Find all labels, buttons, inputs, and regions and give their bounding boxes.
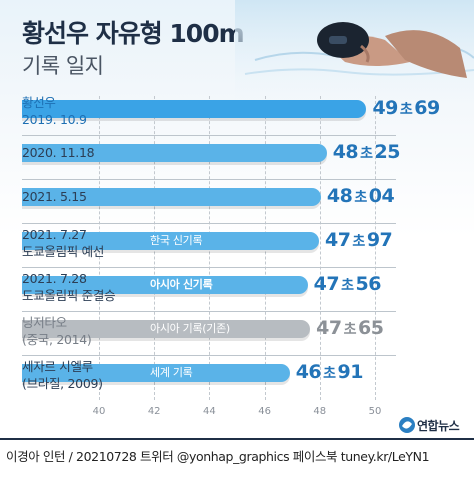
record-tag: 아시아 기록(기존) (150, 322, 230, 335)
value-hundredths: 04 (368, 185, 395, 207)
value-label: 47 초 56 (313, 273, 382, 295)
x-tick-label: 40 (92, 406, 106, 417)
row-label-line2: 2019. 10.9 (22, 112, 87, 127)
value-label: 48 초 04 (326, 185, 395, 207)
row-divider (22, 267, 396, 268)
value-hundredths: 25 (374, 141, 401, 163)
value-seconds: 48 (326, 185, 353, 207)
value-seconds: 47 (313, 273, 340, 295)
row-label-line2: 도쿄올림픽 준결승 (22, 288, 116, 303)
page-subtitle: 기록 일지 (22, 54, 104, 78)
value-unit: 초 (343, 322, 357, 338)
row-divider (22, 179, 396, 180)
bar-6 (22, 364, 290, 382)
row-label: 2021. 7.28 도쿄올림픽 준결승 (22, 270, 116, 304)
value-unit: 초 (323, 366, 336, 382)
value-label: 48 초 25 (332, 141, 401, 163)
row-label-line2: (브라질, 2009) (22, 376, 103, 391)
bar-4 (22, 276, 308, 294)
row-label-line2: (중국, 2014) (22, 332, 92, 347)
bar-2 (22, 188, 321, 206)
value-unit: 초 (341, 278, 354, 294)
record-tag: 세계 기록 (150, 366, 193, 379)
footer-divider (0, 438, 474, 440)
bar-0 (22, 100, 367, 118)
row-label-line1: 닝저타오 (22, 315, 67, 330)
value-unit: 초 (352, 234, 365, 250)
x-tick-label: 50 (368, 406, 382, 417)
bar-3 (22, 232, 319, 250)
row-divider (22, 223, 396, 224)
row-label-line1: 2021. 7.27 (22, 227, 87, 242)
bar-1 (22, 144, 327, 162)
row-label: 세자르 시엘루 (브라질, 2009) (22, 358, 103, 392)
value-seconds: 47 (324, 229, 351, 251)
row-divider (22, 355, 396, 356)
value-label: 47 초 65 (316, 317, 384, 339)
value-unit: 초 (399, 102, 413, 118)
record-tag: 한국 신기록 (150, 234, 203, 247)
row-divider (22, 135, 396, 136)
row-label-line1: 2021. 5.15 (22, 189, 87, 204)
row-divider (22, 311, 396, 312)
value-unit: 초 (360, 146, 373, 162)
row-label: 2020. 11.18 (22, 144, 95, 161)
value-hundredths: 91 (337, 361, 364, 383)
page-title: 황선우 자유형 100m (22, 19, 245, 48)
grid-line (375, 96, 376, 400)
value-label: 49 초 69 (372, 97, 440, 119)
x-tick-label: 42 (147, 406, 161, 417)
value-hundredths: 65 (357, 317, 384, 339)
row-label-line1: 2021. 7.28 (22, 271, 87, 286)
value-seconds: 47 (316, 317, 342, 339)
value-label: 47 초 97 (324, 229, 393, 251)
x-tick-label: 44 (203, 406, 216, 417)
x-tick-label: 46 (258, 406, 271, 417)
row-label: 닝저타오 (중국, 2014) (22, 314, 92, 348)
swimmer-illustration (235, 0, 474, 104)
logo-text: 연합뉴스 (417, 419, 460, 433)
value-hundredths: 69 (414, 97, 440, 119)
value-seconds: 48 (332, 141, 359, 163)
value-unit: 초 (354, 190, 367, 206)
row-label-line1: 2020. 11.18 (22, 145, 95, 160)
yonhap-logo-icon (399, 417, 415, 433)
grid-line (319, 96, 321, 400)
credit-line: 이경아 인턴 / 20210728 트위터 @yonhap_graphics 페… (6, 449, 430, 464)
record-tag: 아시아 신기록 (150, 278, 213, 291)
row-label-line1: 황선우 (22, 95, 56, 110)
value-hundredths: 97 (366, 229, 393, 251)
value-label: 46 초 91 (295, 361, 364, 383)
row-label-line1: 세자르 시엘루 (22, 359, 93, 374)
row-label: 2021. 7.27 도쿄올림픽 예선 (22, 226, 104, 260)
bar-5 (22, 320, 311, 338)
value-seconds: 46 (295, 361, 322, 383)
value-seconds: 49 (372, 97, 398, 119)
row-label: 2021. 5.15 (22, 188, 87, 205)
x-tick-label: 48 (313, 406, 327, 417)
row-label: 황선우 2019. 10.9 (22, 94, 87, 128)
row-label-line2: 도쿄올림픽 예선 (22, 244, 105, 259)
value-hundredths: 56 (355, 273, 381, 295)
